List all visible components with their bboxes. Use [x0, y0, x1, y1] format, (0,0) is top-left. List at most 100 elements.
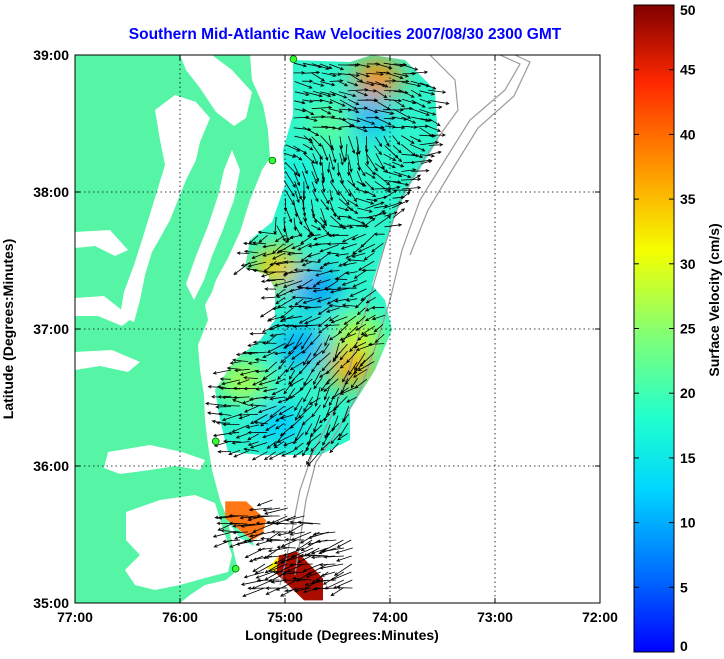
velocity-arrow [313, 242, 330, 246]
velocity-arrow [315, 279, 331, 285]
velocity-arrow [383, 162, 396, 169]
velocity-arrow [311, 171, 318, 185]
velocity-arrow [222, 439, 242, 443]
velocity-arrow [326, 298, 339, 305]
velocity-arrow [301, 414, 314, 426]
y-axis: 35:00 36:00 37:00 38:00 39:00 Latitude (Degr… [0, 47, 600, 611]
velocity-arrow [278, 405, 294, 416]
velocity-arrow [217, 523, 232, 531]
velocity-arrow [336, 162, 341, 177]
velocity-arrow [347, 88, 369, 92]
velocity-arrow [262, 507, 281, 512]
velocity-arrow [264, 287, 277, 291]
y-tick-label: 39:00 [33, 47, 69, 63]
velocity-arrow [262, 395, 276, 400]
velocity-arrow [247, 430, 268, 435]
velocity-arrow [338, 261, 349, 267]
velocity-arrow [277, 395, 296, 404]
velocity-arrow [255, 571, 274, 579]
velocity-arrow [321, 72, 337, 77]
velocity-arrow [239, 369, 259, 376]
velocity-arrow [338, 91, 357, 98]
velocity-arrow [367, 342, 385, 346]
velocity-arrow [392, 188, 413, 192]
velocity-arrow [264, 555, 281, 559]
velocity-arrow [329, 442, 339, 454]
velocity-arrow [303, 116, 318, 122]
velocity-arrow [273, 280, 294, 287]
velocity-arrow [263, 451, 277, 461]
velocity-arrow [365, 72, 385, 76]
velocity-arrow [302, 352, 312, 366]
velocity-arrow [365, 296, 377, 304]
colorbar-tick-label: 35 [680, 191, 696, 207]
velocity-arrow [300, 235, 314, 245]
velocity-arrow [228, 521, 248, 526]
velocity-arrow [328, 269, 340, 273]
velocity-arrow [212, 432, 231, 438]
velocity-arrow [278, 360, 286, 370]
velocity-arrow [392, 200, 410, 209]
velocity-arrow [306, 433, 322, 445]
velocity-arrow [221, 379, 240, 386]
velocity-arrow [252, 377, 268, 386]
velocity-arrow [382, 170, 403, 178]
velocity-arrow [347, 81, 359, 87]
velocity-arrow [295, 405, 303, 422]
velocity-arrow [237, 413, 259, 417]
velocity-arrow [262, 388, 277, 393]
velocity-arrow [240, 579, 265, 586]
velocity-arrow [357, 333, 367, 341]
velocity-arrow [257, 230, 277, 235]
velocity-arrow [257, 405, 277, 414]
velocity-arrow [374, 62, 393, 70]
velocity-arrow [363, 333, 376, 338]
velocity-arrow [249, 331, 267, 336]
velocity-arrow [252, 563, 266, 573]
velocity-arrow [337, 433, 348, 441]
velocity-arrow [303, 259, 321, 263]
velocity-arrow [269, 396, 286, 401]
velocity-arrow [312, 531, 336, 536]
velocity-arrow [292, 576, 312, 581]
velocity-arrow [401, 177, 422, 181]
colorbar-tick-label: 25 [680, 321, 696, 337]
velocity-arrow [339, 224, 354, 229]
velocity-arrow [249, 442, 268, 449]
velocity-arrow [236, 251, 250, 255]
velocity-arrow [303, 324, 321, 328]
velocity-arrow [293, 442, 304, 450]
velocity-arrow [392, 99, 406, 108]
velocity-arrow [336, 555, 352, 562]
velocity-arrow [420, 159, 433, 165]
velocity-arrow [352, 368, 368, 378]
velocity-arrow [361, 268, 376, 273]
speed-patch [276, 551, 323, 601]
velocity-arrow [339, 360, 349, 369]
velocity-arrow [323, 378, 339, 393]
velocity-arrow [275, 414, 286, 422]
velocity-arrow [338, 324, 349, 334]
velocity-arrow [336, 286, 357, 290]
station-marker [231, 564, 240, 573]
velocity-arrow [319, 217, 328, 227]
velocity-arrow [411, 154, 424, 159]
velocity-arrow [356, 224, 370, 229]
velocity-arrow [232, 530, 249, 535]
delaware-bay [180, 55, 252, 126]
velocity-arrow [222, 403, 240, 408]
velocity-arrow [339, 350, 348, 361]
velocity-arrow [371, 242, 384, 253]
velocity-arrow [294, 587, 312, 593]
x-tick-label: 73:00 [477, 609, 513, 625]
x-tick-label: 74:00 [372, 609, 408, 625]
velocity-arrow [268, 451, 285, 460]
velocity-arrow [401, 116, 417, 124]
velocity-arrow [253, 420, 268, 425]
chart-title: Southern Mid-Atlantic Raw Velocities 200… [129, 26, 562, 43]
velocity-arrow [265, 587, 280, 595]
velocity-arrow [285, 515, 305, 522]
velocity-arrow [294, 298, 304, 306]
velocity-arrow [217, 449, 231, 454]
